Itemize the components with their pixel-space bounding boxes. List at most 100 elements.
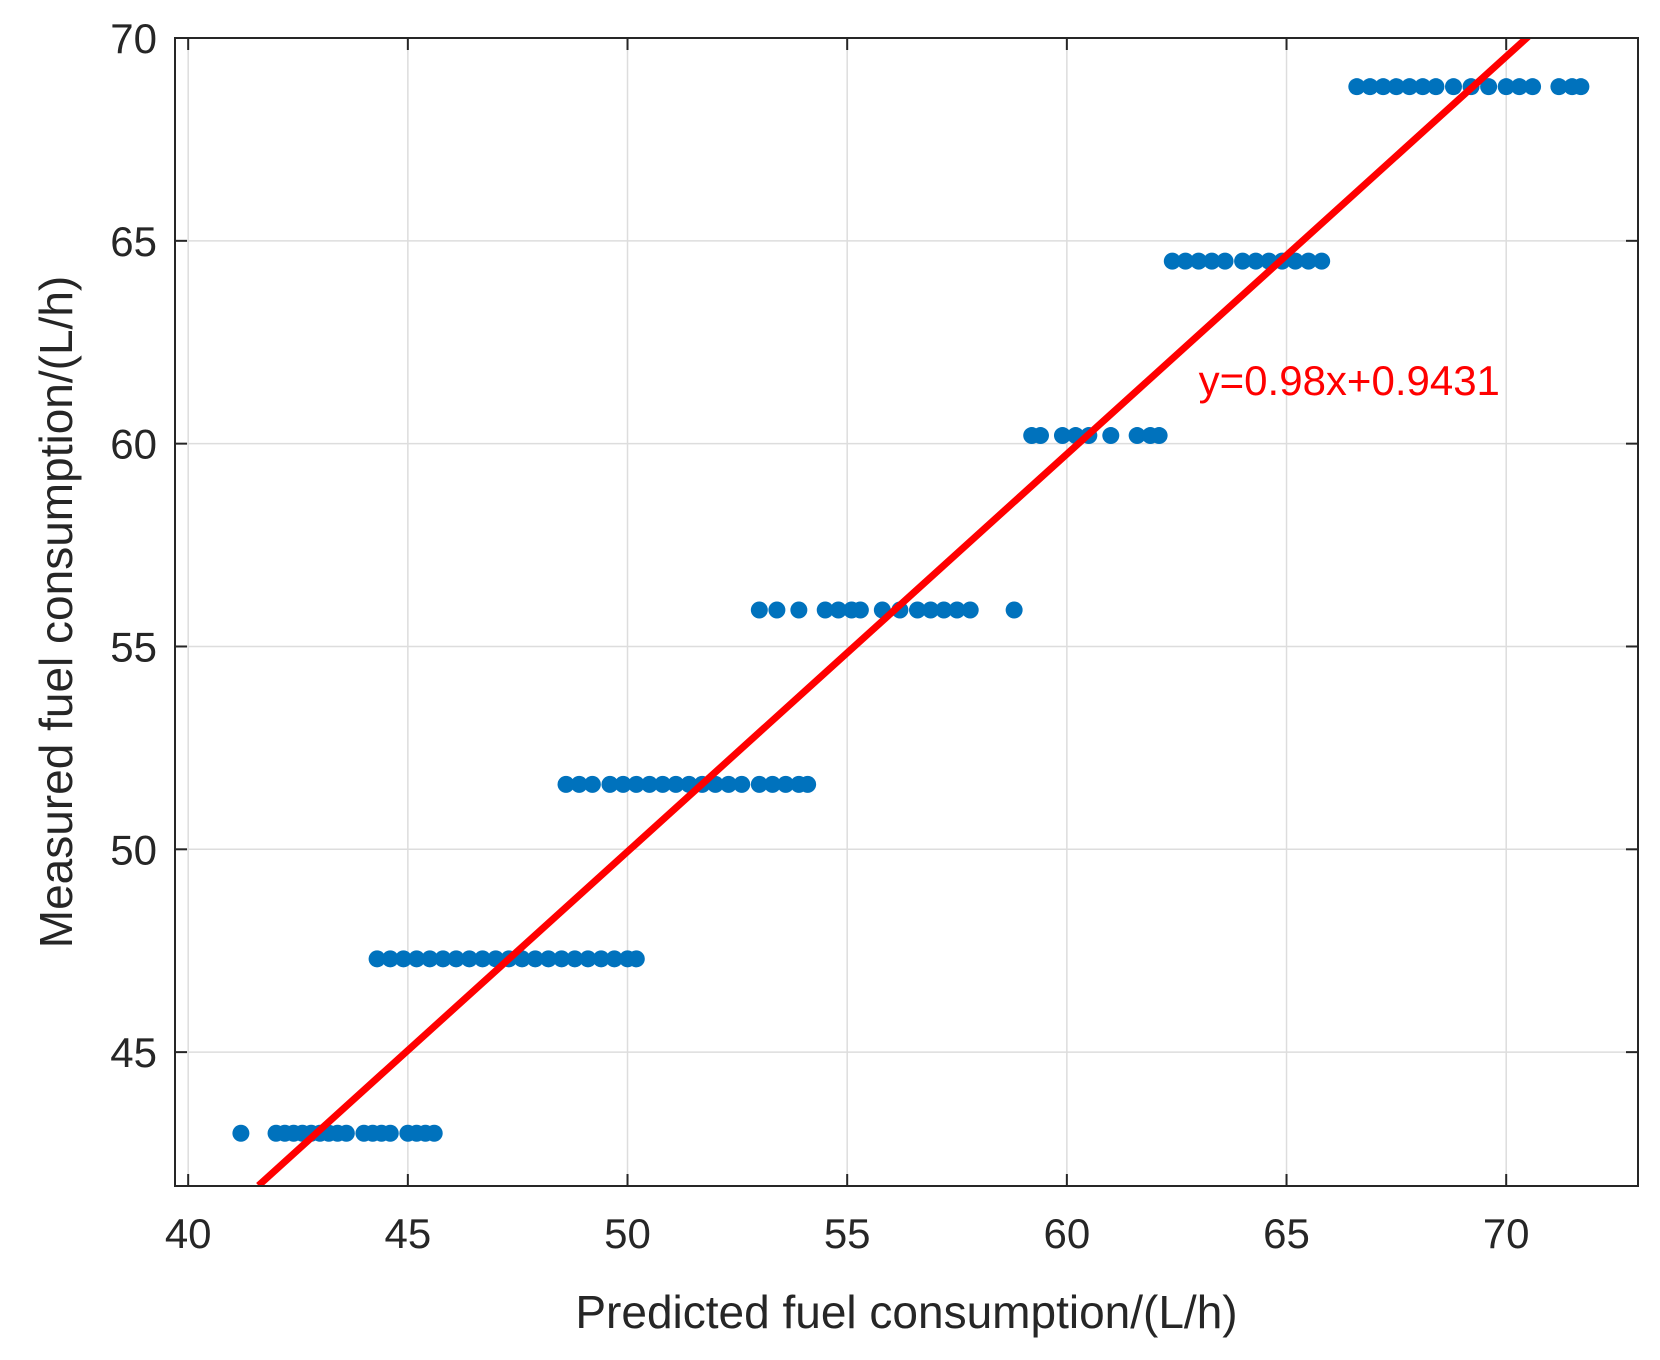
y-axis-label: Measured fuel consumption/(L/h) <box>30 276 82 948</box>
data-point <box>557 775 575 793</box>
data-point <box>460 950 478 968</box>
data-point <box>1247 252 1265 270</box>
data-point <box>851 601 869 619</box>
data-point <box>1444 78 1462 96</box>
data-point <box>381 950 399 968</box>
data-point <box>421 950 439 968</box>
data-point <box>750 775 768 793</box>
data-point <box>434 950 452 968</box>
data-point <box>1234 252 1252 270</box>
data-point <box>1348 78 1366 96</box>
data-point <box>935 601 953 619</box>
data-point <box>474 950 492 968</box>
data-point <box>583 775 601 793</box>
data-point <box>1216 252 1234 270</box>
x-tick-label: 65 <box>1263 1210 1310 1257</box>
data-point <box>447 950 465 968</box>
x-tick-label: 60 <box>1043 1210 1090 1257</box>
data-point <box>1005 601 1023 619</box>
data-point <box>961 601 979 619</box>
y-tick-label: 50 <box>110 826 157 873</box>
data-point <box>799 775 817 793</box>
data-point <box>1163 252 1181 270</box>
axes-box <box>174 37 1639 1187</box>
data-point <box>1203 252 1221 270</box>
data-point <box>908 601 926 619</box>
data-point <box>790 601 808 619</box>
data-point <box>566 950 584 968</box>
data-point <box>922 601 940 619</box>
data-point <box>1128 427 1146 445</box>
data-point <box>1299 252 1317 270</box>
y-tick-label: 45 <box>110 1029 157 1076</box>
data-point <box>526 950 544 968</box>
tick-labels: 40 45 50 55 60 65 70 45 50 55 60 65 70 <box>110 15 1529 1257</box>
data-point <box>1190 252 1208 270</box>
data-point <box>1176 252 1194 270</box>
data-point <box>654 775 672 793</box>
data-point <box>1524 78 1542 96</box>
data-point <box>1031 427 1049 445</box>
data-point <box>667 775 685 793</box>
data-point <box>1053 427 1071 445</box>
x-axis-label: Predicted fuel consumption/(L/h) <box>575 1286 1237 1338</box>
y-tick-label: 70 <box>110 15 157 62</box>
data-point <box>768 601 786 619</box>
data-point <box>627 775 645 793</box>
data-point <box>1550 78 1568 96</box>
data-point <box>640 775 658 793</box>
data-point <box>1387 78 1405 96</box>
data-point <box>553 950 571 968</box>
fit-line <box>256 38 1531 1186</box>
data-point <box>627 950 645 968</box>
fit-equation-annotation: y=0.98x+0.9431 <box>1199 357 1500 404</box>
axes-frame <box>174 37 1639 1187</box>
data-point <box>1102 427 1120 445</box>
data-point <box>601 775 619 793</box>
data-point <box>1150 427 1168 445</box>
data-point <box>777 775 795 793</box>
x-tick-label: 50 <box>604 1210 651 1257</box>
data-point <box>829 601 847 619</box>
x-tick-label: 45 <box>384 1210 431 1257</box>
data-point <box>592 950 610 968</box>
fit-line-group <box>256 38 1531 1186</box>
data-point <box>1497 78 1515 96</box>
data-point <box>1401 78 1419 96</box>
data-point <box>408 950 426 968</box>
data-point <box>381 1124 399 1142</box>
data-point <box>1374 78 1392 96</box>
x-tick-label: 40 <box>165 1210 212 1257</box>
data-point <box>539 950 557 968</box>
data-point <box>368 950 386 968</box>
y-tick-label: 65 <box>110 218 157 265</box>
data-point <box>579 950 597 968</box>
data-point <box>750 601 768 619</box>
data-point <box>1427 78 1445 96</box>
x-tick-label: 55 <box>824 1210 871 1257</box>
y-tick-label: 60 <box>110 421 157 468</box>
data-point <box>733 775 751 793</box>
data-point <box>394 950 412 968</box>
data-point <box>614 775 632 793</box>
y-tick-label: 55 <box>110 623 157 670</box>
data-point <box>1572 78 1590 96</box>
data-point <box>720 775 738 793</box>
x-tick-label: 70 <box>1483 1210 1530 1257</box>
data-point <box>1313 252 1331 270</box>
data-point <box>232 1124 250 1142</box>
data-point <box>605 950 623 968</box>
data-point <box>948 601 966 619</box>
data-point <box>816 601 834 619</box>
data-point <box>425 1124 443 1142</box>
data-point <box>1286 252 1304 270</box>
data-point <box>570 775 588 793</box>
data-point <box>1510 78 1528 96</box>
data-point <box>337 1124 355 1142</box>
data-point <box>1414 78 1432 96</box>
data-point <box>1480 78 1498 96</box>
data-point <box>1361 78 1379 96</box>
data-point <box>764 775 782 793</box>
